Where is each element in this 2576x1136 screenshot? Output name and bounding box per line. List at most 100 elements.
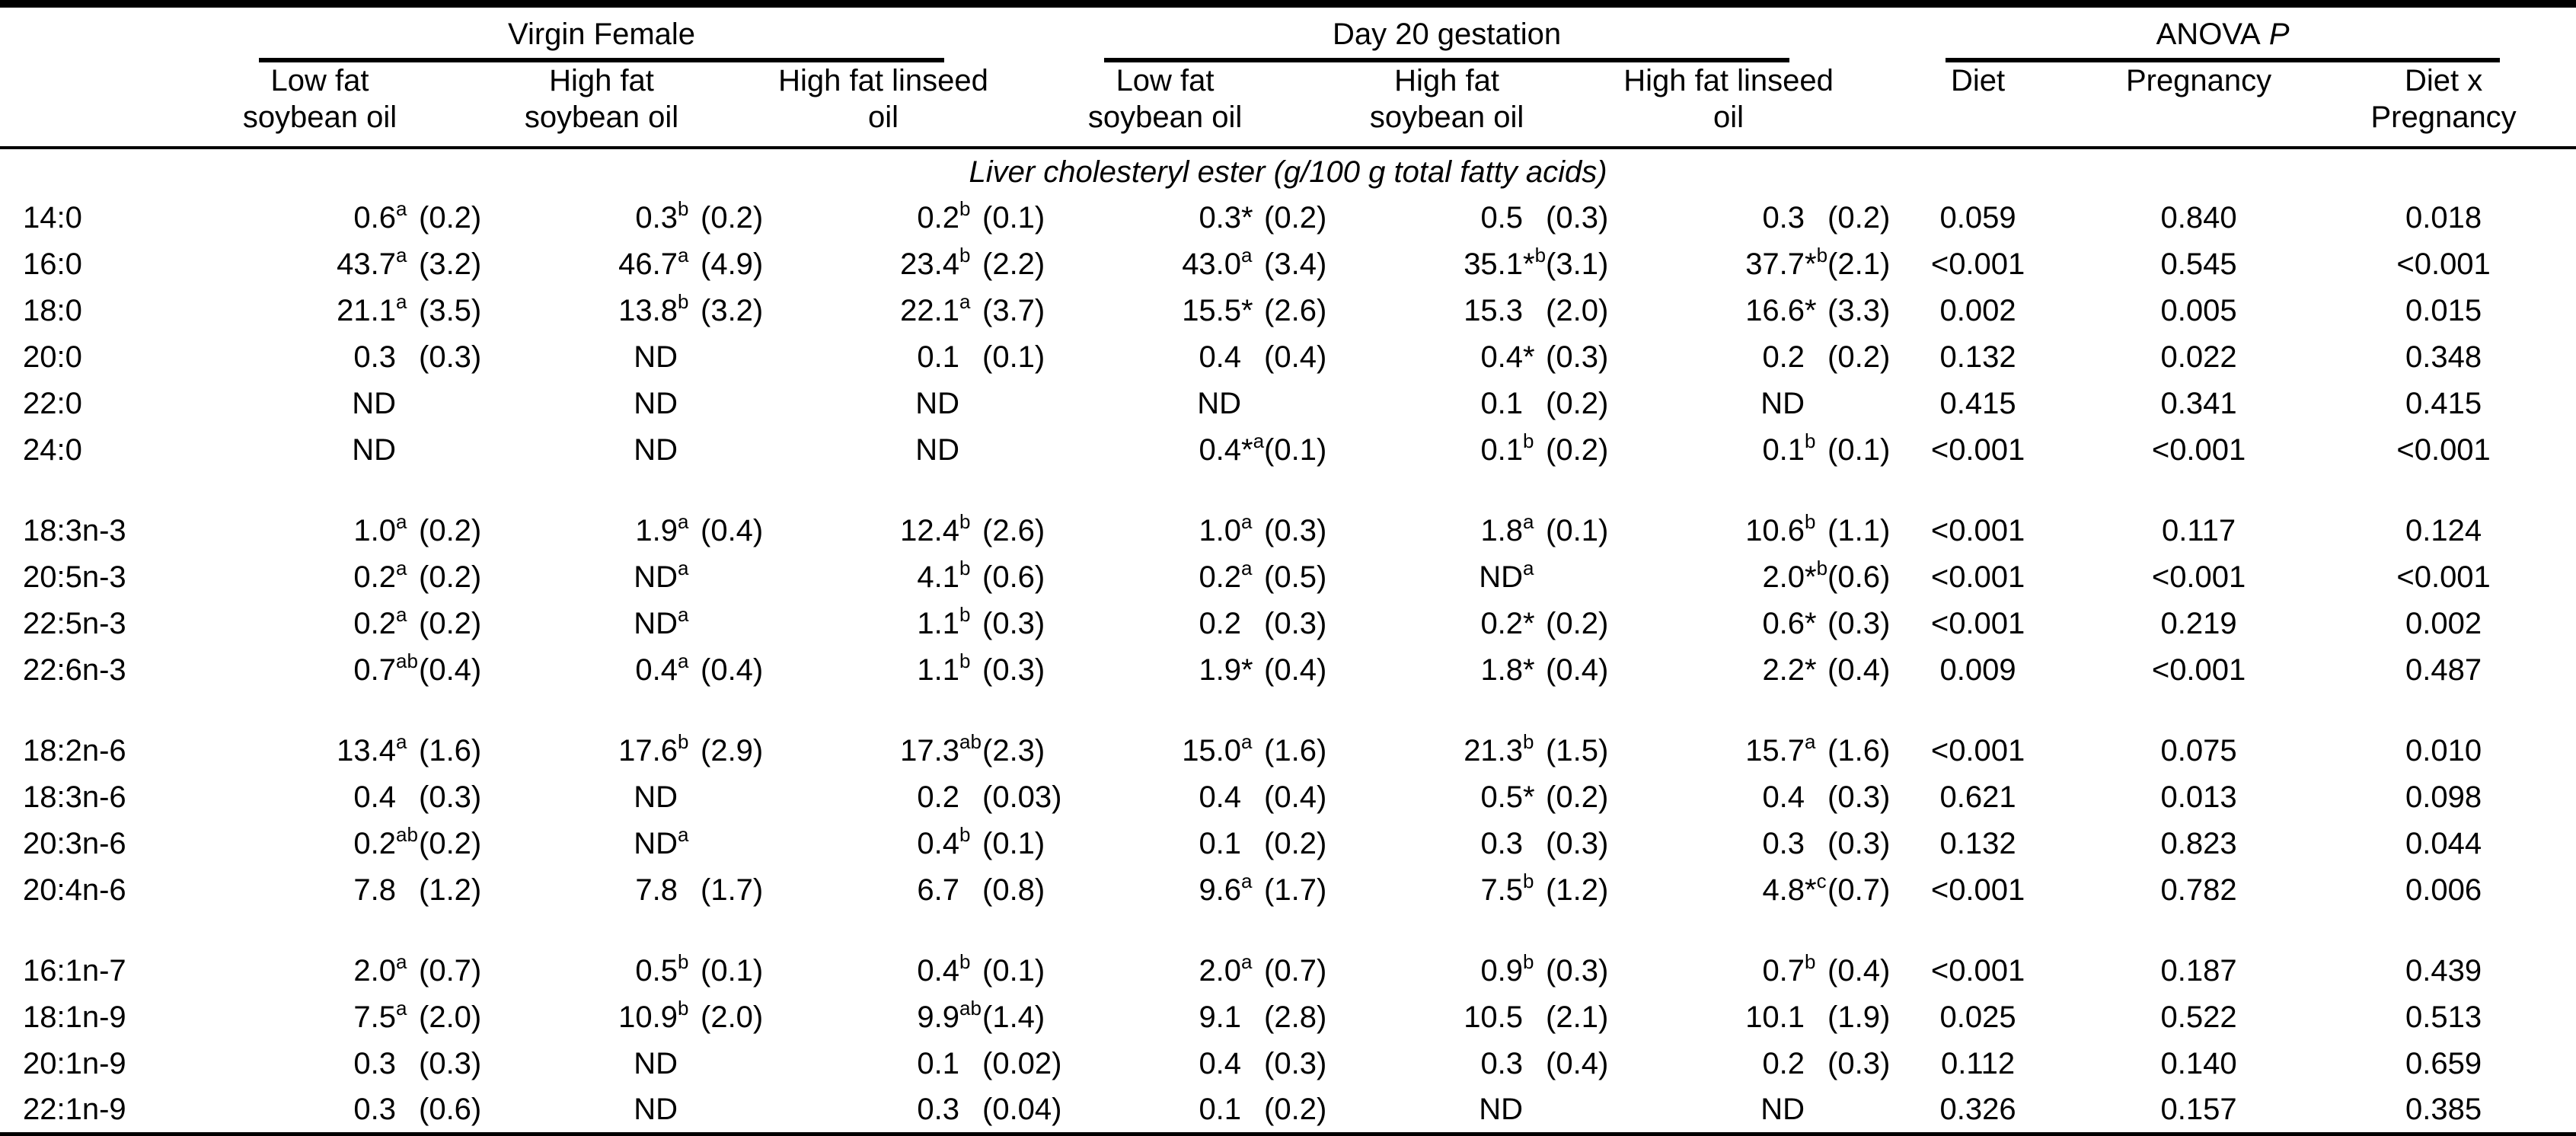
anova-p-value-cell: 0.415 (1939, 387, 2016, 420)
significance-asterisk: * (1523, 340, 1535, 374)
sd-cell: (0.3) (1827, 1047, 1891, 1080)
anova-p-value-cell: 0.009 (1939, 653, 2016, 687)
mean-value-cell: ND (915, 387, 959, 420)
sd-cell: (3.2) (701, 294, 764, 327)
significance-asterisk: * (1805, 560, 1817, 594)
sd-cell (678, 774, 742, 821)
mean-value-cell: 0.1 (917, 340, 959, 374)
anova-p-value-cell: 0.015 (2405, 294, 2482, 327)
sd-cell: (0.3) (1264, 607, 1327, 640)
anova-p-value-cell: <0.001 (2151, 560, 2246, 594)
mean-value-cell: 15.7a (1745, 730, 1816, 767)
empty-label-header (0, 62, 179, 149)
sd-cell (959, 427, 1024, 474)
sd-cell: (0.2) (1546, 780, 1609, 814)
sd-cell: (1.7) (1264, 873, 1327, 907)
fatty-acid-label: 20:4n-6 (23, 873, 126, 907)
anova-p-value-cell: 0.157 (2160, 1092, 2237, 1126)
sd-cell: (0.7) (419, 954, 482, 988)
mean-value-cell: 17.6b (618, 730, 689, 767)
table-row: 22:5n-3 0.2a (0.2) NDa 1.1b (0.3) 0.2 (0.3) 0.2*… (0, 601, 2576, 647)
significance-asterisk: * (1805, 294, 1817, 327)
table-row: 18:3n-3 1.0a (0.2) 1.9a (0.4) 12.4b (2.6) 1.0a (… (0, 508, 2576, 554)
mean-value-cell: 1.1b (917, 603, 971, 640)
sd-cell (1805, 381, 1869, 427)
sd-cell: (1.7) (701, 873, 764, 907)
fatty-acid-label: 14:0 (23, 201, 82, 235)
anova-p-value-cell: 0.117 (2161, 514, 2236, 547)
mean-value-cell: 43.7a (337, 244, 407, 281)
anova-p-value-cell: 0.522 (2160, 1000, 2237, 1034)
sd-cell: (0.03) (982, 780, 1062, 814)
mean-value-cell: 0.3 (917, 1092, 959, 1126)
sd-cell: (0.3) (419, 1047, 482, 1080)
sd-cell: (0.6) (1827, 560, 1891, 594)
column-header-virgin-high-fat-soybean: High fat soybean oil (461, 62, 742, 149)
fatty-acid-label: 24:0 (23, 433, 82, 467)
superscript-letter: b (678, 290, 689, 313)
fatty-acid-label: 18:3n-3 (23, 514, 126, 547)
fatty-acid-label: 22:5n-3 (23, 607, 126, 640)
mean-value-cell: 1.0a (1199, 510, 1253, 547)
superscript-letter: a (396, 557, 407, 579)
table-row: 22:6n-3 0.7ab (0.4) 0.4a (0.4) 1.1b (0.3) 1.9*(… (0, 647, 2576, 694)
anova-p-value-cell: <0.001 (1930, 514, 2025, 547)
superscript-letter: b (959, 510, 971, 533)
sd-cell: (0.1) (982, 201, 1045, 235)
empty-corner-cell (0, 4, 179, 62)
sd-cell: (0.2) (1264, 201, 1327, 235)
mean-value-cell: 10.9b (618, 997, 689, 1034)
mean-value-cell: 0.3 (353, 1092, 396, 1126)
anova-p-value-cell: 0.415 (2405, 387, 2482, 420)
sd-cell: (2.0) (419, 1000, 482, 1034)
sd-cell (678, 1087, 742, 1134)
sd-cell: (0.3) (982, 653, 1045, 687)
mean-value-cell: 0.3 (1480, 1047, 1524, 1080)
superscript-letter: b (959, 557, 971, 579)
superscript-letter: a (396, 950, 407, 973)
sd-cell: (2.8) (1264, 1000, 1327, 1034)
table-row: 20:0 0.3 (0.3) ND 0.1 (0.1) 0.4 (0.4) 0.4* (0.3) 0… (0, 334, 2576, 381)
mean-value-cell: ND (1197, 387, 1242, 420)
sd-cell: (0.3) (419, 340, 482, 374)
superscript-letter: a (678, 603, 689, 626)
sd-cell (678, 381, 742, 427)
mean-value-cell: 0.5b (635, 950, 689, 988)
column-header-virgin-low-fat-soybean: Low fat soybean oil (179, 62, 461, 149)
anova-p-value-cell: 0.013 (2160, 780, 2237, 814)
superscript-letter: b (1523, 730, 1534, 753)
table-row: 14:0 0.6a (0.2) 0.3b (0.2) 0.2b (0.1) 0.3* (0.2)… (0, 195, 2576, 241)
table-row: 20:5n-3 0.2a (0.2) NDa 4.1b (0.6) 0.2a (0.5) NDa… (0, 554, 2576, 601)
sd-cell: (0.7) (1827, 873, 1891, 907)
mean-value-cell: 0.2ab (353, 823, 418, 860)
superscript-letter: a (1241, 730, 1253, 753)
sd-cell: (2.1) (1546, 1000, 1609, 1034)
superscript-letter: b (1816, 557, 1828, 579)
mean-value-cell: 10.1 (1745, 1000, 1805, 1034)
significance-asterisk: * (1805, 873, 1817, 907)
mean-value-cell: 4.1b (917, 557, 971, 594)
mean-value-cell: ND (915, 433, 959, 467)
sd-cell: (0.1) (982, 340, 1045, 374)
anova-p-value-cell: <0.001 (1930, 734, 2025, 767)
column-header-day20-low-fat-soybean: Low fat soybean oil (1024, 62, 1307, 149)
anova-p-value-cell: 0.140 (2160, 1047, 2237, 1080)
mean-value-cell: ND (352, 433, 396, 467)
mean-value-cell: 0.2 (1199, 607, 1242, 640)
group-header-virgin-female: Virgin Female (179, 4, 1024, 62)
sd-cell: (1.6) (1827, 734, 1891, 767)
sd-cell: (2.1) (1827, 247, 1891, 281)
sd-cell: (0.1) (1264, 433, 1327, 467)
mean-value-cell: NDa (634, 557, 689, 594)
section-title-row: Liver cholesteryl ester (g/100 g total f… (0, 148, 2576, 195)
sd-cell (678, 427, 742, 474)
sd-cell (1523, 1087, 1588, 1134)
sd-cell: (0.1) (1546, 514, 1609, 547)
mean-value-cell: NDa (1479, 557, 1534, 594)
table-row: 20:4n-6 7.8 (1.2) 7.8 (1.7) 6.7 (0.8) 9.6a (1.7)… (0, 867, 2576, 914)
mean-value-cell: 0.4 (353, 780, 396, 814)
section-title: Liver cholesteryl ester (g/100 g total f… (969, 155, 1607, 189)
mean-value-cell: NDa (634, 823, 689, 860)
mean-value-cell: 0.3 (353, 1047, 396, 1080)
column-header-anova-diet: Diet (1869, 62, 2087, 149)
